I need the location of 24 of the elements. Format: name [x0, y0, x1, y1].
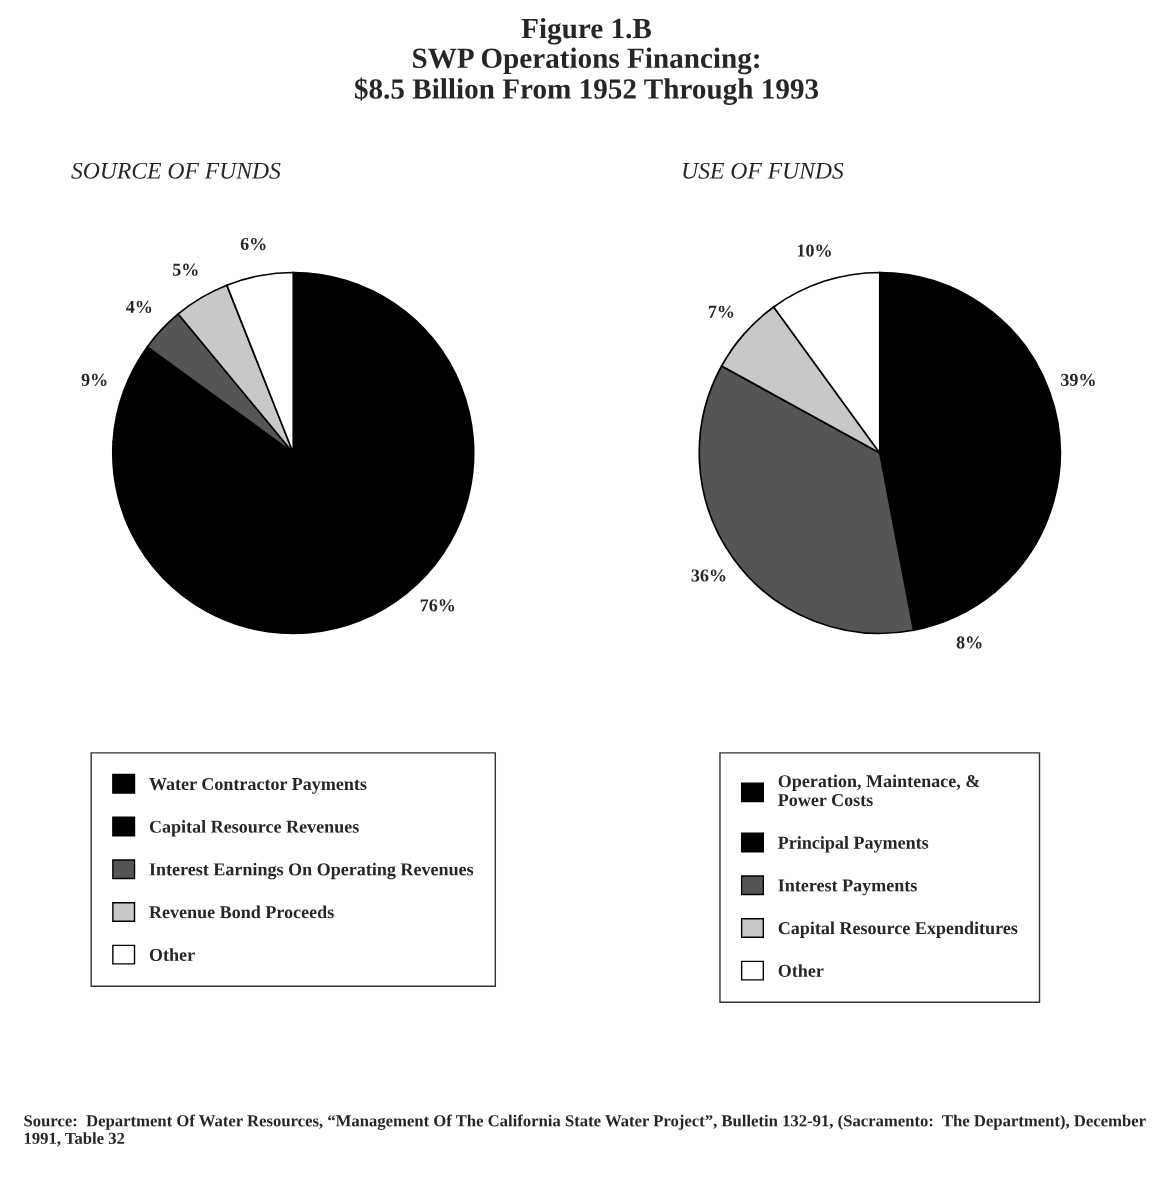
data-label: 9% — [81, 373, 107, 387]
legend-label: Operation, Maintenace, & Power Costs — [778, 774, 980, 807]
chart-subtitle: SOURCE OF FUNDS — [71, 162, 281, 179]
legend-label: Water Contractor Payments — [149, 777, 367, 794]
legend-label: Interest Earnings On Operating Revenues — [149, 862, 474, 880]
legend-label: Other — [778, 964, 824, 977]
text: Figure 1.B SWP Operations Financing: $8.5 Billion From 1952 Through 1993 — [354, 17, 819, 105]
data-label: 36% — [691, 569, 726, 582]
data-label: 10% — [797, 244, 831, 257]
data-label: 6% — [240, 237, 266, 251]
data-label: 5% — [172, 263, 198, 276]
data-label: 7% — [708, 305, 734, 318]
legend-label: Capital Resource Expenditures — [778, 921, 1018, 938]
legend-label: Interest Payments — [778, 879, 917, 896]
legend-label: Other — [149, 948, 195, 961]
source-note: Source: Department Of Water Resources, “Management Of The California State Water Project”, Bulletin 132-91, (Sacramento: The Department), December 1991, Table 32 — [24, 1114, 1146, 1147]
data-label: 8% — [956, 636, 982, 649]
legend-label: Principal Payments — [778, 836, 929, 853]
legend-label: Capital Resource Revenues — [149, 820, 359, 837]
chart-subtitle: USE OF FUNDS — [683, 162, 844, 179]
data-label: 39% — [1061, 373, 1095, 387]
data-label: 4% — [126, 300, 152, 313]
data-label: 76% — [420, 599, 455, 612]
legend-label: Revenue Bond Proceeds — [149, 905, 334, 919]
